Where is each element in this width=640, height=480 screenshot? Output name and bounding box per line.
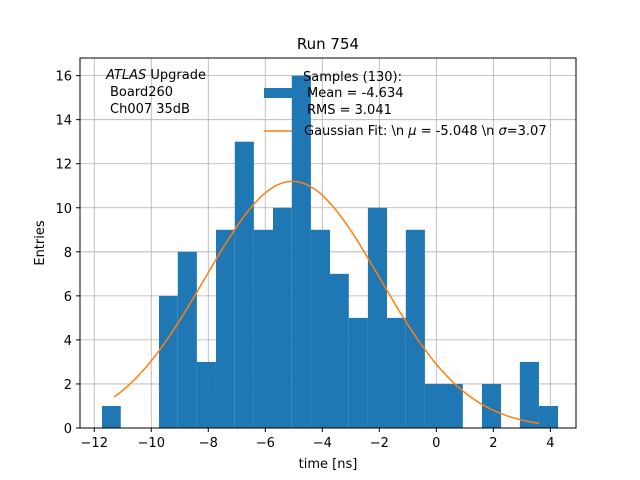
- x-tick-label: −4: [313, 436, 332, 451]
- histogram-bar: [272, 207, 292, 428]
- y-tick-label: 8: [64, 246, 72, 261]
- chart-title: Run 754: [297, 35, 359, 53]
- histogram-bar: [481, 383, 502, 428]
- y-tick-label: 10: [55, 202, 72, 217]
- x-tick-label: 0: [432, 436, 440, 451]
- histogram-bar: [234, 141, 254, 428]
- atlas-annotation: ATLAS Upgrade Board260 Ch007 35dB: [105, 68, 206, 117]
- legend-fit-sigma: σ: [499, 124, 508, 139]
- y-tick-label: 16: [55, 70, 72, 85]
- y-axis-ticks: 0 2 4 6 8 10 12 14 16: [55, 70, 80, 437]
- y-tick-label: 12: [55, 158, 72, 173]
- annotation-line-2: Board260: [110, 85, 173, 100]
- histogram-bar: [310, 229, 330, 428]
- x-tick-label: −12: [81, 436, 108, 451]
- legend-hist-line-2: Mean = -4.634: [307, 86, 403, 101]
- x-axis-ticks: −12 −10 −8 −6 −4 −2 0 2 4: [81, 428, 554, 451]
- histogram-bar: [405, 229, 425, 428]
- histogram-bar: [519, 361, 539, 428]
- histogram-bar: [387, 317, 406, 428]
- histogram-bar: [215, 229, 235, 428]
- histogram-bars: [101, 75, 559, 428]
- histogram-bar: [348, 317, 368, 428]
- legend-fit-sigma-value: =3.07: [507, 124, 547, 139]
- legend-hist-line-1: Samples (130):: [303, 70, 402, 85]
- legend-hist-swatch: [264, 88, 292, 98]
- annotation-line-3: Ch007 35dB: [110, 102, 190, 117]
- histogram-bar: [538, 405, 559, 428]
- y-tick-label: 4: [64, 334, 72, 349]
- legend: Samples (130): Mean = -4.634 RMS = 3.041…: [264, 70, 547, 139]
- x-tick-label: −2: [370, 436, 389, 451]
- histogram-bar: [177, 251, 197, 428]
- histogram-bar: [253, 229, 273, 428]
- histogram-bar: [196, 361, 216, 428]
- y-tick-label: 0: [64, 422, 72, 437]
- x-tick-label: −6: [256, 436, 275, 451]
- x-tick-label: 4: [546, 436, 554, 451]
- axes-frame: [79, 57, 577, 429]
- histogram-bar: [291, 75, 311, 428]
- histogram-bar: [444, 383, 463, 428]
- x-tick-label: −8: [199, 436, 218, 451]
- x-tick-label: −10: [138, 436, 165, 451]
- annotation-line-1: ATLAS Upgrade: [105, 68, 206, 83]
- legend-fit-mu-value: = -5.048 \n: [417, 124, 499, 139]
- histogram-bar: [158, 295, 178, 428]
- legend-fit-label: Gaussian Fit: \n μ = -5.048 \n σ=3.07: [304, 124, 547, 139]
- x-tick-label: 2: [489, 436, 497, 451]
- annotation-atlas: ATLAS: [105, 68, 146, 83]
- histogram-bar: [329, 273, 349, 428]
- y-axis-label: Entries: [33, 220, 48, 266]
- legend-fit-prefix: Gaussian Fit: \n: [304, 124, 408, 139]
- histogram-bar: [367, 207, 388, 428]
- y-tick-label: 6: [64, 290, 72, 305]
- histogram-bar: [424, 383, 445, 428]
- gaussian-fit-line: [113, 180, 540, 425]
- x-axis-label: time [ns]: [299, 457, 358, 472]
- y-tick-label: 14: [55, 114, 72, 129]
- annotation-upgrade: Upgrade: [146, 68, 206, 83]
- legend-hist-line-3: RMS = 3.041: [307, 103, 392, 118]
- histogram-bar: [101, 405, 121, 428]
- legend-fit-mu: μ: [407, 124, 416, 139]
- y-tick-label: 2: [64, 378, 72, 393]
